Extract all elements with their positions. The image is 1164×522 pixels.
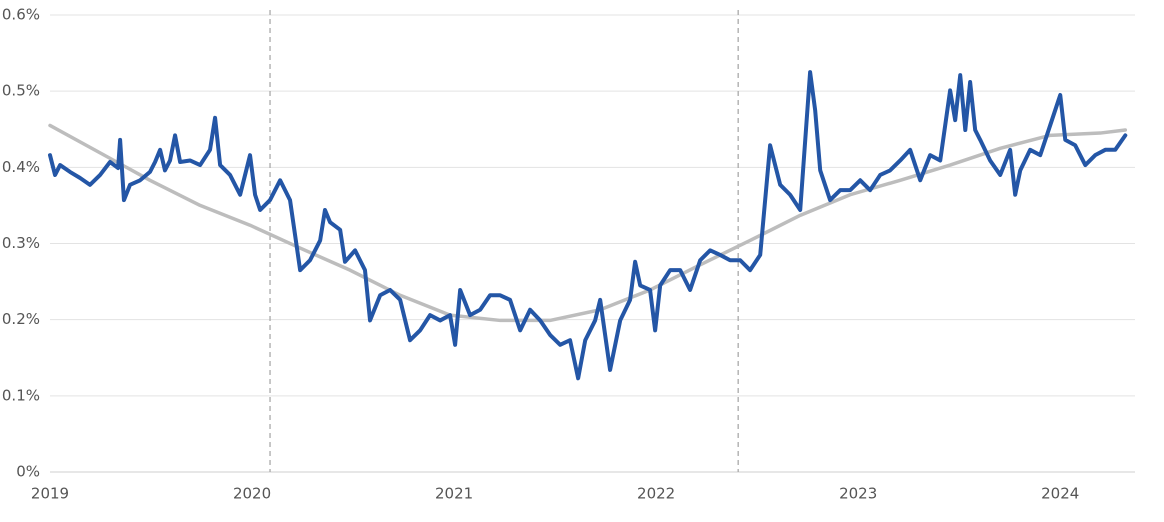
data-line	[48, 123, 1128, 323]
x-tick-label: 2023	[839, 485, 877, 503]
x-tick-label: 2021	[435, 485, 473, 503]
x-tick-label: 2022	[637, 485, 675, 503]
y-tick-label: 0%	[16, 463, 40, 481]
y-tick-label: 0.5%	[2, 82, 40, 100]
y-tick-label: 0.3%	[2, 234, 40, 252]
y-tick-label: 0.6%	[2, 6, 40, 24]
y-tick-label: 0.4%	[2, 158, 40, 176]
x-tick-label: 2024	[1041, 485, 1079, 503]
y-tick-label: 0.2%	[2, 310, 40, 328]
data-line	[48, 70, 1128, 381]
x-tick-label: 2020	[233, 485, 271, 503]
x-tick-label: 2019	[31, 485, 69, 503]
y-tick-label: 0.1%	[2, 386, 40, 404]
